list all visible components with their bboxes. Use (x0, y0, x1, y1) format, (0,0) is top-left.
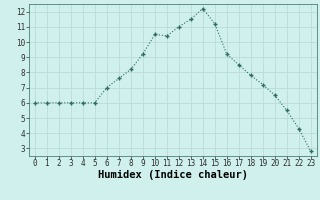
X-axis label: Humidex (Indice chaleur): Humidex (Indice chaleur) (98, 170, 248, 180)
